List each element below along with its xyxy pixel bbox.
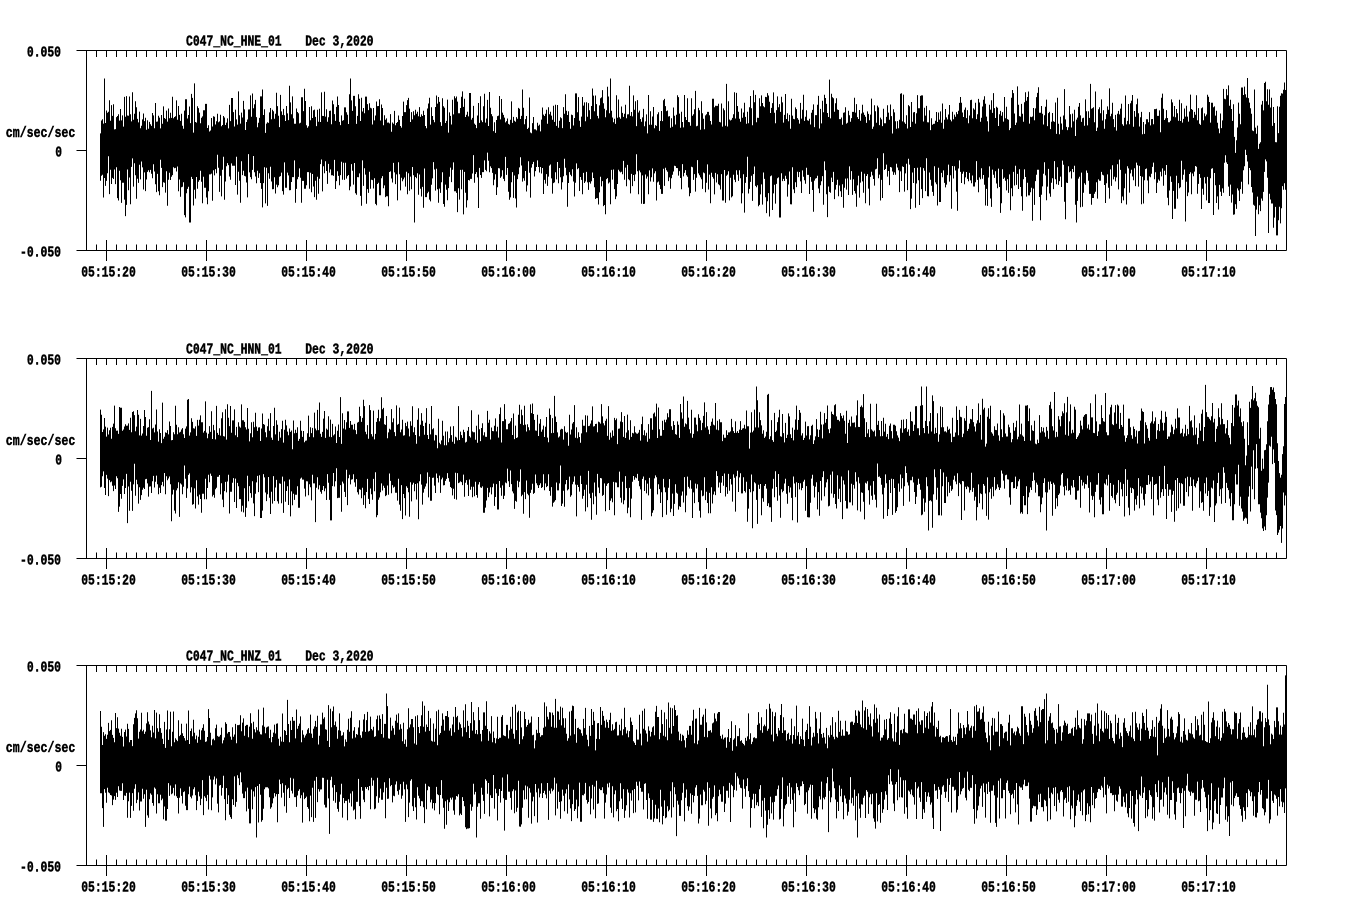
svg-text:0: 0: [55, 761, 62, 777]
svg-text:05:16:20: 05:16:20: [681, 574, 736, 590]
svg-text:cm/sec/sec: cm/sec/sec: [6, 741, 76, 757]
svg-text:cm/sec/sec: cm/sec/sec: [6, 434, 76, 450]
svg-text:05:16:20: 05:16:20: [681, 881, 736, 897]
svg-text:C047_NC_HNN_01: C047_NC_HNN_01: [186, 342, 282, 358]
svg-text:05:15:20: 05:15:20: [81, 266, 136, 282]
svg-text:05:16:00: 05:16:00: [481, 574, 536, 590]
svg-text:05:17:00: 05:17:00: [1081, 266, 1136, 282]
svg-text:05:15:30: 05:15:30: [181, 266, 236, 282]
svg-text:05:17:10: 05:17:10: [1181, 881, 1236, 897]
svg-text:05:16:30: 05:16:30: [781, 574, 836, 590]
svg-text:05:16:10: 05:16:10: [581, 266, 636, 282]
svg-text:0.050: 0.050: [27, 46, 61, 62]
svg-text:Dec 3,2020: Dec 3,2020: [305, 649, 373, 665]
svg-text:05:16:40: 05:16:40: [881, 574, 936, 590]
svg-text:0: 0: [55, 146, 62, 162]
svg-text:05:17:10: 05:17:10: [1181, 574, 1236, 590]
svg-text:05:16:50: 05:16:50: [981, 881, 1036, 897]
svg-text:Dec 3,2020: Dec 3,2020: [305, 34, 373, 50]
svg-text:05:16:00: 05:16:00: [481, 881, 536, 897]
svg-text:-0.050: -0.050: [20, 246, 61, 262]
svg-text:05:16:30: 05:16:30: [781, 266, 836, 282]
svg-text:05:16:10: 05:16:10: [581, 574, 636, 590]
svg-text:-0.050: -0.050: [20, 861, 61, 877]
svg-text:05:17:00: 05:17:00: [1081, 881, 1136, 897]
svg-text:05:16:50: 05:16:50: [981, 266, 1036, 282]
svg-text:C047_NC_HNZ_01: C047_NC_HNZ_01: [186, 649, 282, 665]
svg-text:05:16:20: 05:16:20: [681, 266, 736, 282]
svg-text:-0.050: -0.050: [20, 554, 61, 570]
svg-text:Dec 3,2020: Dec 3,2020: [305, 342, 373, 358]
svg-text:05:15:40: 05:15:40: [281, 266, 336, 282]
svg-text:05:15:20: 05:15:20: [81, 574, 136, 590]
svg-text:05:15:30: 05:15:30: [181, 574, 236, 590]
svg-text:05:15:40: 05:15:40: [281, 574, 336, 590]
svg-text:cm/sec/sec: cm/sec/sec: [6, 126, 76, 142]
svg-text:05:15:50: 05:15:50: [381, 881, 436, 897]
svg-text:05:15:20: 05:15:20: [81, 881, 136, 897]
svg-text:05:15:40: 05:15:40: [281, 881, 336, 897]
svg-text:05:16:40: 05:16:40: [881, 881, 936, 897]
svg-text:05:17:10: 05:17:10: [1181, 266, 1236, 282]
svg-text:05:16:40: 05:16:40: [881, 266, 936, 282]
svg-text:05:15:30: 05:15:30: [181, 881, 236, 897]
svg-text:05:16:30: 05:16:30: [781, 881, 836, 897]
svg-text:05:15:50: 05:15:50: [381, 266, 436, 282]
svg-text:C047_NC_HNE_01: C047_NC_HNE_01: [186, 34, 282, 50]
svg-text:05:16:10: 05:16:10: [581, 881, 636, 897]
svg-text:05:17:00: 05:17:00: [1081, 574, 1136, 590]
svg-text:0: 0: [55, 454, 62, 470]
svg-text:05:16:50: 05:16:50: [981, 574, 1036, 590]
svg-text:05:15:50: 05:15:50: [381, 574, 436, 590]
svg-text:0.050: 0.050: [27, 661, 61, 677]
svg-text:05:16:00: 05:16:00: [481, 266, 536, 282]
svg-text:0.050: 0.050: [27, 354, 61, 370]
